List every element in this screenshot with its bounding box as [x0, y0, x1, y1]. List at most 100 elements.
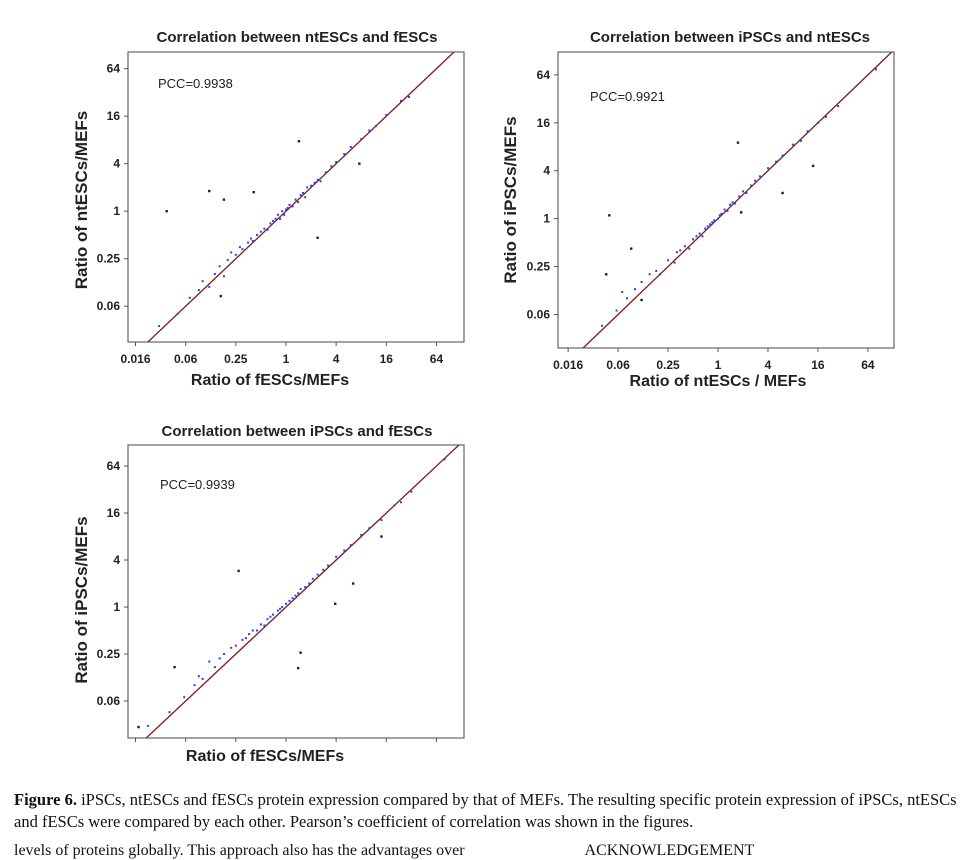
y-tick-label: 64 — [107, 62, 121, 76]
data-point — [276, 609, 279, 612]
data-point — [193, 684, 196, 687]
data-point — [168, 711, 171, 714]
data-point — [288, 599, 291, 602]
data-point — [335, 555, 338, 558]
data-point — [731, 201, 734, 204]
y-tick-label: 1 — [543, 212, 550, 226]
data-point — [720, 212, 723, 215]
y-tick-label: 0.25 — [97, 252, 121, 266]
data-point — [393, 504, 396, 507]
data-point — [251, 629, 254, 632]
data-point — [322, 568, 325, 571]
data-point — [304, 586, 307, 589]
plot-marks — [146, 52, 455, 342]
scatter-plot-ntescs-vs-fescs: 0.016 0.06 0.25 1 4 16 64 0.06 0.25 1 4 16 64 — [97, 51, 465, 366]
outlier-point — [811, 164, 815, 168]
data-point — [230, 251, 233, 254]
outlier-point — [299, 651, 302, 654]
y-tick-label: 0.06 — [97, 694, 121, 708]
data-point — [197, 675, 200, 678]
data-point — [327, 564, 330, 567]
data-point — [234, 644, 237, 647]
data-point — [683, 245, 686, 248]
data-point — [256, 629, 259, 632]
outlier-point — [358, 162, 361, 165]
y-tick-label: 1 — [113, 204, 120, 218]
y-tick-label: 0.06 — [97, 299, 121, 313]
data-point — [600, 324, 603, 327]
y-tick-label: 1 — [113, 600, 120, 614]
x-tick-label: 1 — [283, 352, 290, 366]
y-axis-label: Ratio of ntESCs/MEFs — [72, 110, 91, 290]
data-point — [263, 227, 266, 230]
pcc-annotation: PCC=0.9939 — [160, 477, 235, 492]
data-point — [308, 582, 311, 585]
data-point — [188, 296, 191, 299]
data-point — [368, 527, 371, 530]
data-point — [750, 184, 753, 187]
data-point — [343, 549, 346, 552]
data-point — [313, 181, 316, 184]
data-point — [360, 138, 363, 141]
data-point — [673, 261, 676, 264]
outlier-point — [297, 140, 301, 143]
data-point — [288, 203, 291, 206]
outlier-point — [296, 666, 300, 670]
data-point — [659, 273, 662, 276]
data-point — [319, 180, 322, 183]
data-point — [286, 206, 289, 209]
y-tick-label: 0.06 — [527, 307, 551, 321]
outlier-point — [608, 214, 611, 217]
data-point — [201, 677, 204, 680]
data-point — [399, 99, 402, 102]
plot-marks — [582, 52, 893, 348]
data-point — [248, 633, 251, 636]
figure-caption: Figure 6. iPSCs, ntESCs and fESCs protei… — [14, 789, 959, 833]
caption-text: iPSCs, ntESCs and fESCs protein expressi… — [14, 790, 957, 831]
scatter-plot-ipscs-vs-ntescs: 0.016 0.06 0.25 1 4 16 64 0.06 0.25 1 4 16 64 — [527, 51, 895, 372]
y-tick-label: 16 — [537, 116, 551, 130]
data-point — [297, 592, 300, 595]
data-point — [688, 247, 691, 250]
data-point — [410, 490, 413, 493]
data-point — [284, 602, 287, 605]
data-point — [213, 666, 216, 669]
data-point — [758, 175, 761, 178]
figure-label: Figure 6. — [14, 790, 77, 809]
data-point — [279, 607, 282, 610]
regression-line — [146, 52, 455, 342]
data-point — [343, 153, 346, 156]
x-axis-label: Ratio of fESCs/MEFs — [185, 748, 345, 765]
data-point — [294, 198, 297, 201]
data-point — [648, 273, 651, 276]
data-point — [640, 280, 643, 283]
x-tick-label: 16 — [811, 358, 825, 372]
data-point — [443, 458, 446, 461]
data-point — [146, 724, 149, 727]
data-point — [399, 501, 402, 504]
data-point — [272, 613, 275, 616]
data-point — [816, 121, 819, 124]
data-point — [230, 646, 233, 649]
x-tick-label: 0.06 — [606, 358, 630, 372]
data-point — [330, 165, 333, 168]
data-point — [738, 195, 741, 198]
data-point — [238, 246, 241, 249]
outlier-point — [736, 141, 740, 144]
data-point — [259, 623, 262, 626]
outlier-point — [739, 211, 743, 214]
y-tick-label: 4 — [543, 164, 550, 178]
data-point — [259, 230, 262, 233]
data-point — [718, 214, 721, 217]
data-point — [306, 186, 309, 189]
outlier-point — [137, 725, 140, 729]
data-point — [679, 249, 682, 252]
data-point — [263, 624, 266, 627]
y-tick-label: 64 — [537, 68, 551, 82]
data-point — [251, 239, 254, 242]
data-point — [754, 179, 757, 182]
data-point — [745, 191, 748, 194]
data-point — [294, 594, 297, 597]
data-point — [824, 115, 827, 118]
outlier-point — [316, 236, 319, 239]
